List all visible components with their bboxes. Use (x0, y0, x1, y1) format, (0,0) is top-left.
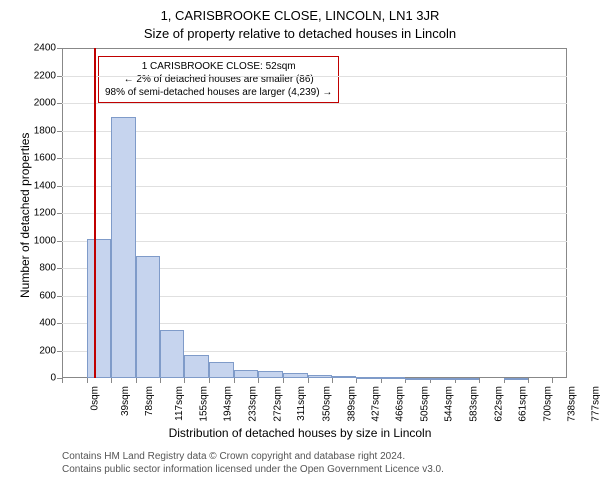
histogram-bar (405, 378, 430, 380)
x-axis-label: Distribution of detached houses by size … (0, 426, 600, 440)
x-tick-mark (136, 378, 137, 383)
histogram-bar (504, 378, 529, 380)
x-tick-label: 39sqm (120, 386, 131, 416)
x-tick-label: 389sqm (346, 386, 357, 422)
histogram-bar (332, 376, 357, 378)
x-tick-label: 661sqm (518, 386, 529, 422)
histogram-bar (111, 117, 136, 378)
y-tick-label: 400 (22, 318, 56, 329)
x-tick-label: 700sqm (542, 386, 553, 422)
grid-line (62, 186, 567, 187)
x-tick-mark (234, 378, 235, 383)
y-tick-label: 1600 (22, 153, 56, 164)
footer-attribution: Contains HM Land Registry data © Crown c… (62, 450, 444, 476)
x-tick-label: 272sqm (272, 386, 283, 422)
x-tick-label: 233sqm (248, 386, 259, 422)
y-tick-label: 600 (22, 290, 56, 301)
y-tick-label: 2400 (22, 43, 56, 54)
x-tick-label: 544sqm (444, 386, 455, 422)
grid-line (62, 241, 567, 242)
y-tick-mark (57, 296, 62, 297)
x-tick-mark (87, 378, 88, 383)
chart-title-line2: Size of property relative to detached ho… (0, 26, 600, 41)
y-tick-label: 0 (22, 373, 56, 384)
y-tick-label: 800 (22, 263, 56, 274)
y-tick-label: 2200 (22, 70, 56, 81)
histogram-bar (455, 378, 480, 380)
y-tick-label: 1000 (22, 235, 56, 246)
y-tick-label: 2000 (22, 98, 56, 109)
histogram-bar (283, 373, 308, 379)
x-tick-mark (258, 378, 259, 383)
property-marker-line (94, 48, 96, 378)
annotation-line3: 98% of semi-detached houses are larger (… (105, 86, 332, 99)
x-tick-label: 117sqm (174, 386, 185, 421)
histogram-bar (234, 370, 259, 378)
histogram-bar (381, 377, 406, 379)
x-tick-label: 466sqm (395, 386, 406, 422)
y-tick-mark (57, 351, 62, 352)
x-tick-mark (308, 378, 309, 383)
footer-line2: Contains public sector information licen… (62, 463, 444, 476)
x-tick-label: 155sqm (198, 386, 209, 422)
marker-annotation-box: 1 CARISBROOKE CLOSE: 52sqm ← 2% of detac… (98, 56, 339, 103)
y-tick-label: 200 (22, 345, 56, 356)
grid-line (62, 103, 567, 104)
grid-line (62, 158, 567, 159)
x-tick-mark (111, 378, 112, 383)
grid-line (62, 76, 567, 77)
x-tick-label: 622sqm (493, 386, 504, 422)
x-tick-mark (184, 378, 185, 383)
x-tick-label: 78sqm (144, 386, 155, 416)
x-tick-mark (209, 378, 210, 383)
x-tick-mark (62, 378, 63, 383)
x-tick-label: 583sqm (469, 386, 480, 422)
histogram-bar (258, 371, 283, 378)
x-tick-mark (479, 378, 480, 383)
y-tick-mark (57, 103, 62, 104)
histogram-bar (356, 377, 381, 379)
y-tick-mark (57, 213, 62, 214)
footer-line1: Contains HM Land Registry data © Crown c… (62, 450, 444, 463)
grid-line (62, 131, 567, 132)
x-tick-label: 0sqm (89, 386, 100, 410)
chart-title-line1: 1, CARISBROOKE CLOSE, LINCOLN, LN1 3JR (0, 8, 600, 23)
x-tick-label: 427sqm (370, 386, 381, 422)
y-tick-label: 1200 (22, 208, 56, 219)
histogram-bar (87, 239, 112, 378)
x-tick-mark (552, 378, 553, 383)
histogram-bar (430, 378, 455, 380)
y-tick-mark (57, 323, 62, 324)
x-tick-label: 738sqm (566, 386, 577, 422)
y-tick-mark (57, 48, 62, 49)
y-tick-mark (57, 76, 62, 77)
x-tick-label: 505sqm (419, 386, 430, 422)
x-tick-label: 311sqm (296, 386, 307, 421)
y-tick-label: 1400 (22, 180, 56, 191)
y-tick-mark (57, 186, 62, 187)
x-tick-label: 350sqm (322, 386, 333, 422)
y-tick-mark (57, 241, 62, 242)
y-tick-label: 1800 (22, 125, 56, 136)
y-tick-mark (57, 158, 62, 159)
x-tick-mark (332, 378, 333, 383)
x-tick-mark (283, 378, 284, 383)
histogram-bar (209, 362, 234, 379)
histogram-bar (308, 375, 333, 378)
x-tick-mark (160, 378, 161, 383)
x-tick-label: 777sqm (591, 386, 600, 422)
y-tick-mark (57, 268, 62, 269)
annotation-line1: 1 CARISBROOKE CLOSE: 52sqm (105, 60, 332, 73)
grid-line (62, 213, 567, 214)
x-tick-label: 194sqm (223, 386, 234, 422)
histogram-bar (184, 355, 209, 378)
histogram-bar (136, 256, 161, 378)
histogram-bar (160, 330, 185, 378)
y-tick-mark (57, 131, 62, 132)
